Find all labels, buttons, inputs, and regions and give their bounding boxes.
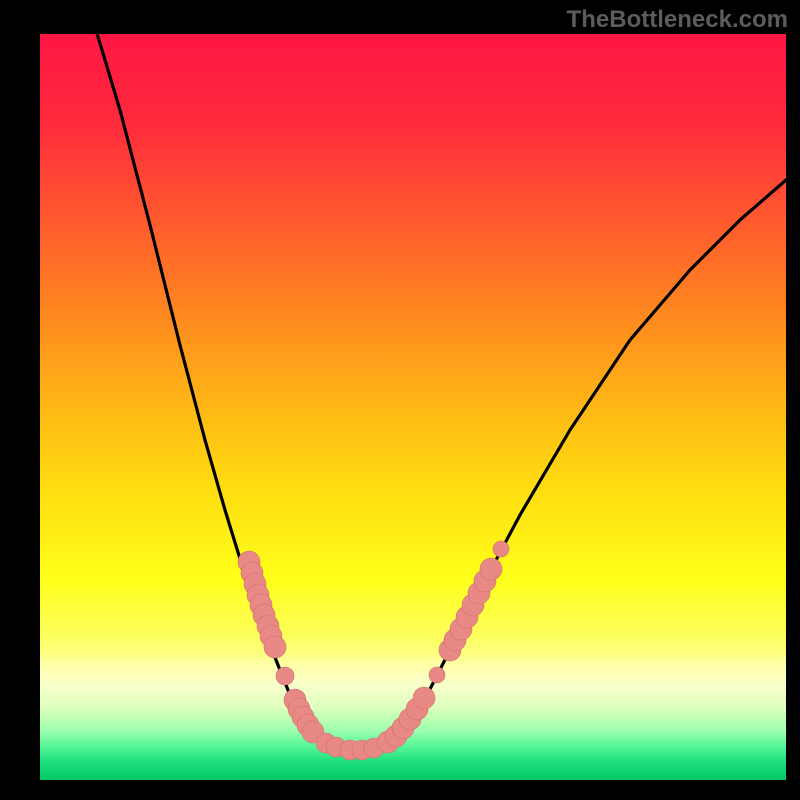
marker-dot xyxy=(480,558,502,580)
marker-dot xyxy=(264,636,286,658)
marker-dot xyxy=(276,667,294,685)
marker-dot xyxy=(413,687,435,709)
marker-dot xyxy=(429,667,445,683)
marker-dot xyxy=(493,541,509,557)
bottleneck-chart xyxy=(0,0,800,800)
chart-container: TheBottleneck.com xyxy=(0,0,800,800)
